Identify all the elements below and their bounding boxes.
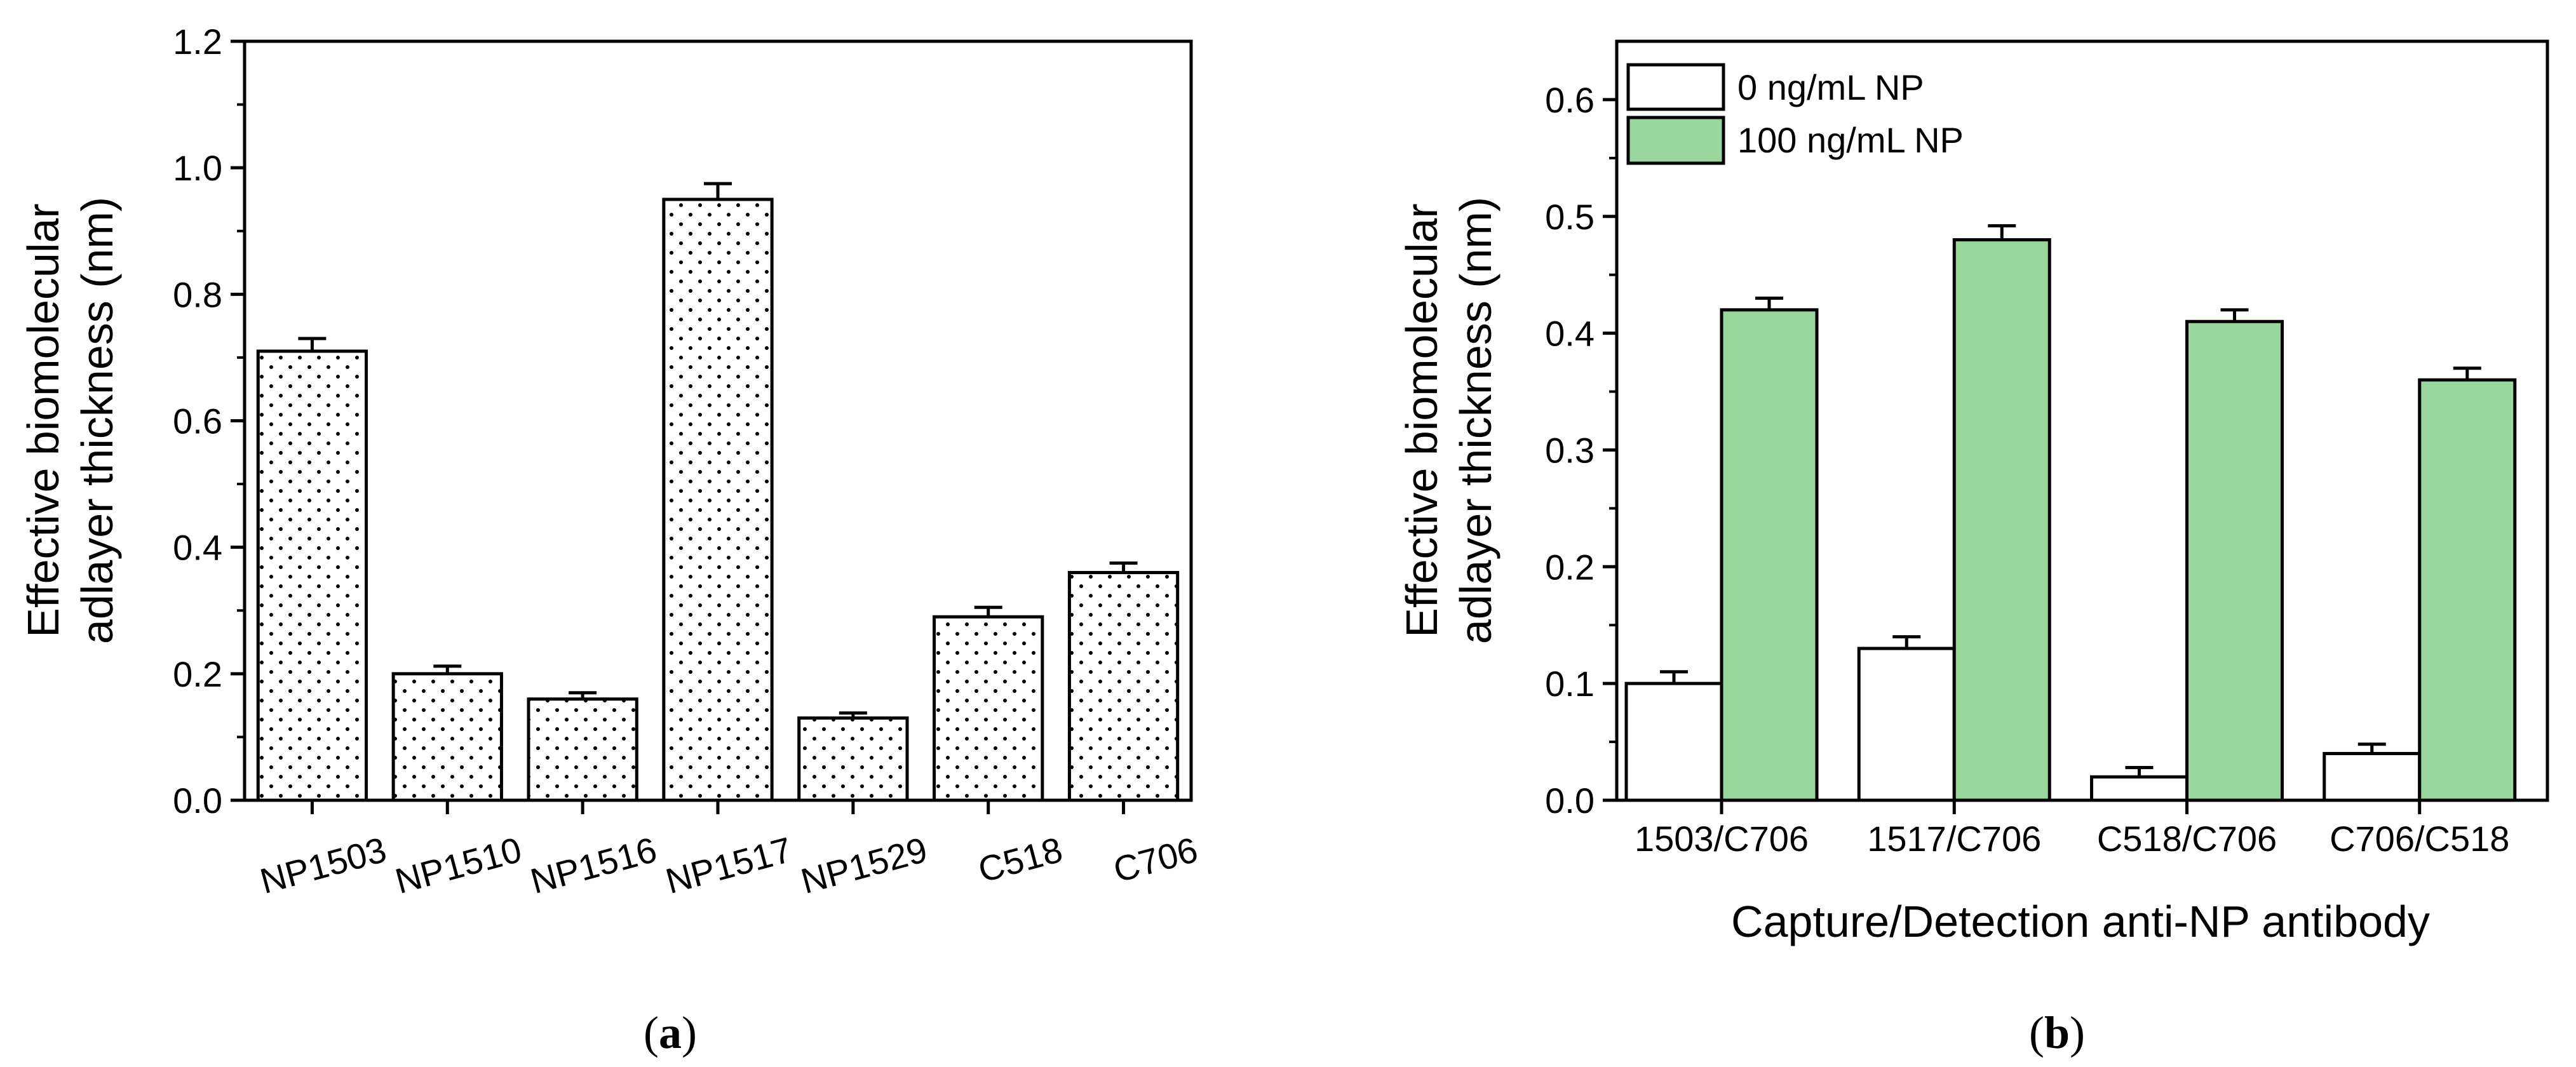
chart-b-bar-1517/C706-0 [1857,647,1956,802]
chart-a-ylabel-line1: Effective biomolecular [18,203,68,638]
chart-a-ytick-label-5: 1.0 [173,148,222,188]
chart-a-ytick-label-2: 0.4 [173,528,222,568]
legend-label-100ng: 100 ng/mL NP [1737,120,1964,160]
chart-b-xtick-label-3: C706/C518 [2330,819,2509,859]
chart-b-bar-1503/C706-0 [1624,681,1723,802]
chart-b-ylabel-line1: Effective biomolecular [1397,203,1446,638]
chart-a-xtick-label-NP1510: NP1510 [391,829,526,901]
chart-a-xtick-label-NP1517: NP1517 [661,829,796,901]
chart-a-bar-NP1516 [527,697,638,802]
chart-b-panel-label: (b) [2029,1007,2085,1058]
chart-a-ylabel-line2: adlayer thickness (nm) [72,197,122,644]
chart-a-bar-NP1510 [391,672,503,802]
chart-b-ytick-label-0: 0.0 [1545,781,1595,821]
chart-a-bar-C706 [1067,571,1180,802]
legend-swatch-0ng [1626,63,1725,111]
chart-a-panel-label: (a) [644,1007,697,1058]
chart-b-frame [1615,39,2549,802]
chart-b-bar-1503/C706-1 [1720,308,1819,802]
legend-label-0ng: 0 ng/mL NP [1737,67,1924,107]
chart-b-xtick-label-0: 1503/C706 [1635,819,1809,859]
chart-b-ylabel-line2: adlayer thickness (nm) [1451,197,1500,644]
chart-a-xtick-label-C706: C706 [1109,829,1202,890]
chart-a-xtick-label-C518: C518 [974,829,1067,890]
chart-a-xtick-label-NP1529: NP1529 [797,829,931,901]
chart-a: 0.0 0.2 0.4 0.6 0.8 1.0 1.2 NP1503 NP1510 NP1516… [18,22,1202,1058]
chart-b-bar-C706/C518-1 [2418,378,2517,802]
chart-a-bar-NP1503 [256,349,368,802]
chart-b-ytick-label-1: 0.1 [1545,664,1595,704]
chart-a-y-axis: 0.0 0.2 0.4 0.6 0.8 1.0 1.2 [173,22,245,821]
legend-swatch-100ng [1626,116,1725,165]
chart-a-bars [256,182,1180,802]
chart-a-bar-C518 [933,615,1044,802]
chart-a-xtick-label-NP1516: NP1516 [526,829,661,901]
chart-a-ytick-label-3: 0.6 [173,401,222,441]
chart-a-ytick-label-6: 1.2 [173,22,222,62]
chart-b-bar-C706/C518-0 [2323,751,2422,802]
chart-b-xtick-label-2: C518/C706 [2097,819,2277,859]
chart-a-ytick-label-4: 0.8 [173,274,222,314]
chart-b-bars [1624,224,2517,802]
chart-b-xlabel: Capture/Detection anti-NP antibody [1731,897,2430,946]
chart-b-ytick-label-3: 0.3 [1545,430,1595,470]
chart-b-bar-1517/C706-1 [1952,238,2051,802]
chart-b-ytick-label-4: 0.4 [1545,314,1595,354]
chart-b-legend: 0 ng/mL NP 100 ng/mL NP [1626,63,1964,165]
chart-a-xtick-label-NP1503: NP1503 [256,829,391,901]
chart-b-x-axis: 1503/C706 1517/C706 C518/C706 C706/C518 [1635,800,2509,859]
chart-b-bar-C518/C706-1 [2185,319,2284,802]
chart-a-bar-NP1529 [797,716,909,802]
chart-b-y-axis: 0.0 0.1 0.2 0.3 0.4 0.5 0.6 [1545,80,1617,821]
chart-a-ytick-label-0: 0.0 [173,781,222,821]
chart-b-ytick-label-2: 0.2 [1545,547,1595,587]
chart-b-xtick-label-1: 1517/C706 [1867,819,2041,859]
chart-b: 0.0 0.1 0.2 0.3 0.4 0.5 0.6 1503/C706 1517/C706… [1397,39,2549,1058]
chart-b-ytick-label-5: 0.5 [1545,197,1595,237]
chart-a-ytick-label-1: 0.2 [173,654,222,694]
chart-a-bar-NP1517 [662,198,774,802]
chart-a-x-axis: NP1503 NP1510 NP1516 NP1517 NP1529 C518 C706 [256,800,1202,901]
chart-b-ytick-label-6: 0.6 [1545,80,1595,120]
chart-b-bar-C518/C706-0 [2090,775,2188,802]
